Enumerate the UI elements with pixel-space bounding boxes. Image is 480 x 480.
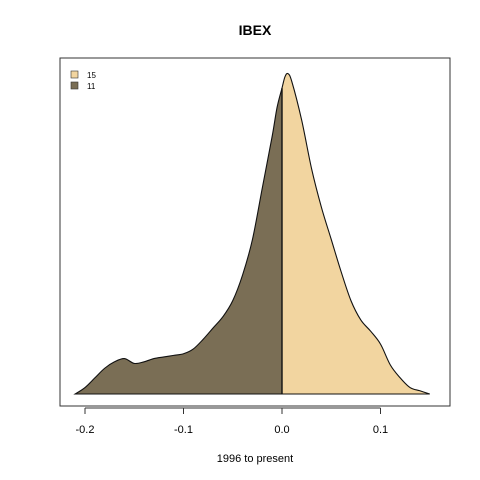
legend-swatch-15	[70, 70, 79, 79]
density-area-11	[75, 88, 282, 394]
legend-label-15: 15	[87, 71, 96, 80]
x-tick-label: 0.1	[373, 424, 388, 436]
legend: 15 11	[70, 70, 96, 91]
chart-title: IBEX	[239, 22, 272, 38]
legend-swatch-11	[70, 81, 79, 90]
x-tick-label: 0.0	[274, 424, 289, 436]
x-tick-label: -0.1	[174, 424, 193, 436]
plot-frame	[59, 57, 451, 407]
x-axis-label: 1996 to present	[217, 453, 293, 465]
density-outline	[73, 72, 430, 395]
density-area-15	[282, 73, 430, 394]
x-tick-label: -0.2	[76, 424, 95, 436]
legend-label-11: 11	[87, 82, 96, 91]
